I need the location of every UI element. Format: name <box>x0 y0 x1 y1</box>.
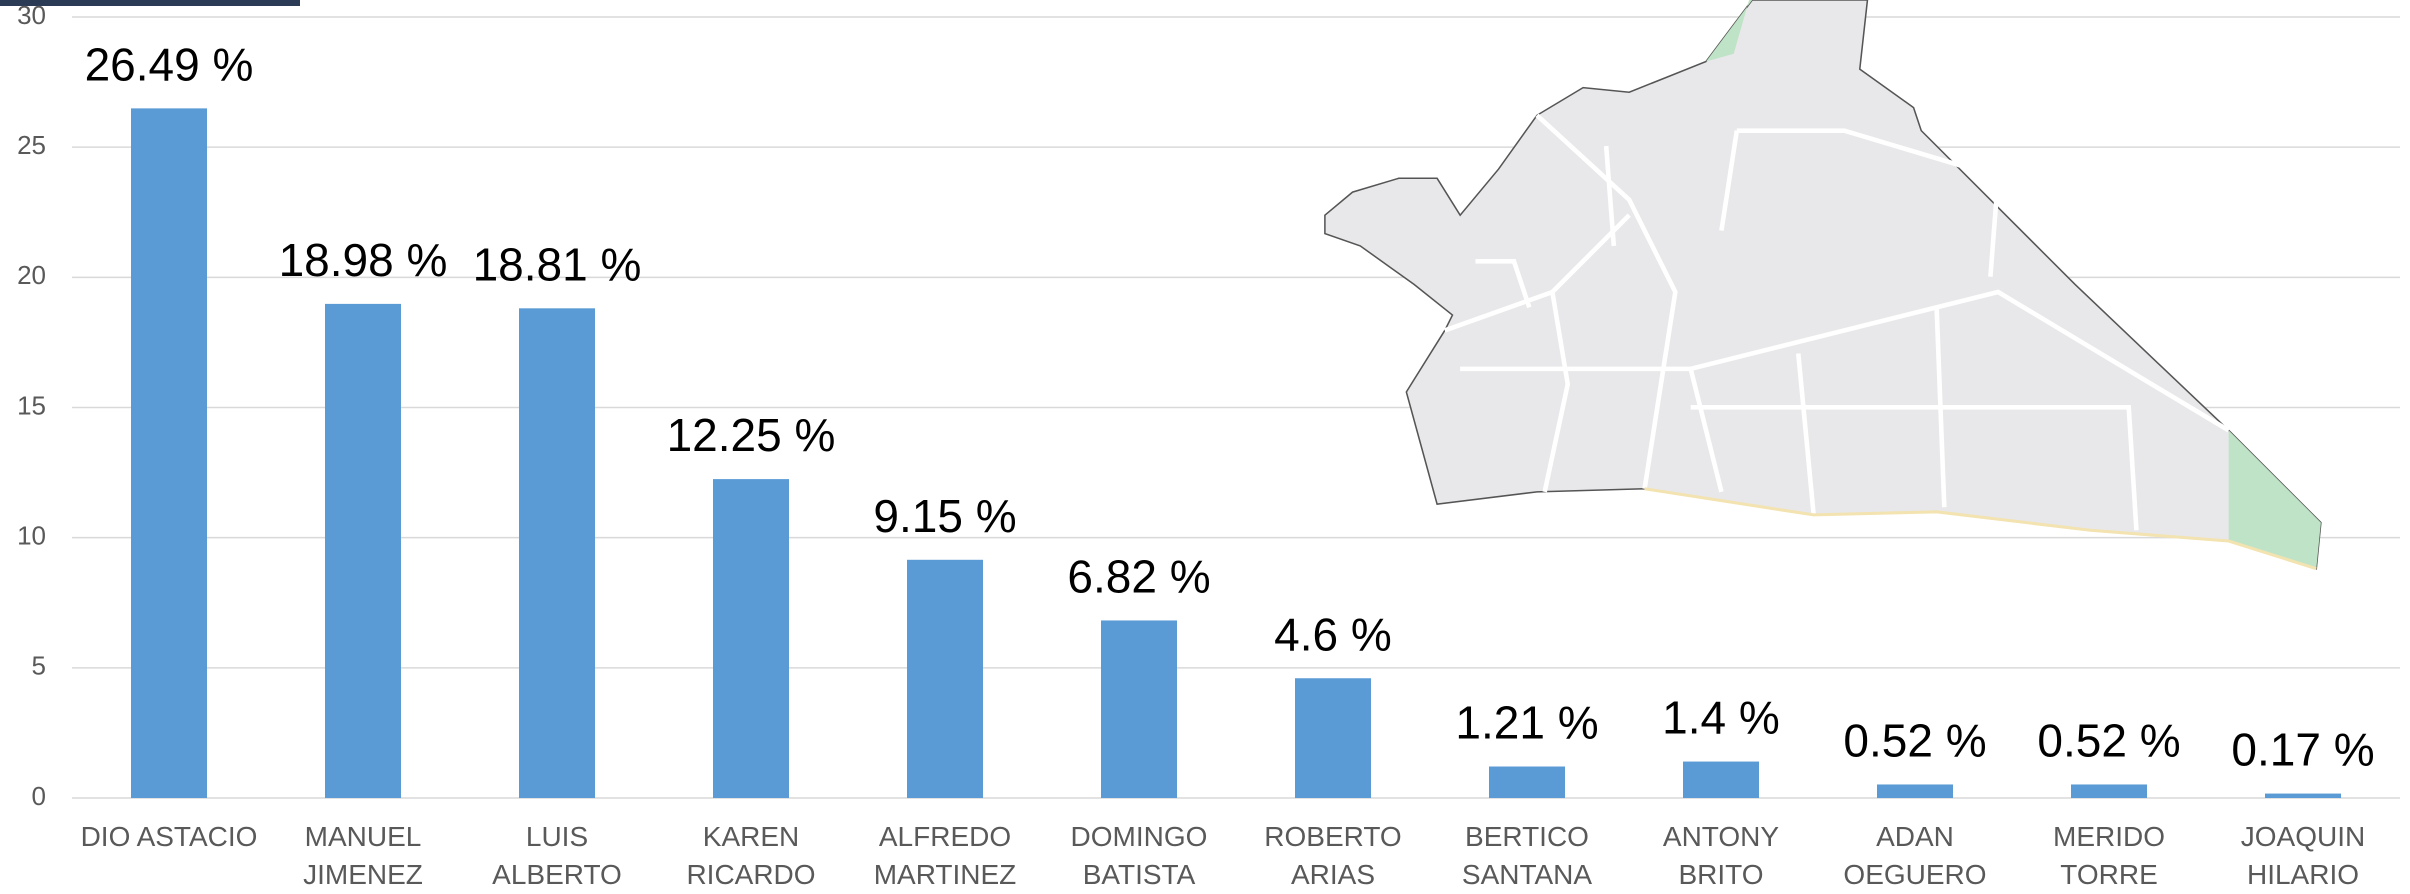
value-label: 1.4 % <box>1662 692 1780 744</box>
page: {"chart_data": {"type": "bar", "categori… <box>0 0 2410 892</box>
value-label: 1.21 % <box>1455 697 1598 749</box>
y-tick-label: 25 <box>17 130 46 160</box>
x-tick-label: ANTONY BRITO <box>1626 818 1816 894</box>
bar <box>519 308 595 798</box>
bar <box>2265 794 2341 798</box>
bar <box>907 560 983 798</box>
bar <box>1489 766 1565 798</box>
bar <box>1295 678 1371 798</box>
value-label: 9.15 % <box>873 490 1016 542</box>
bar <box>1683 762 1759 798</box>
bar <box>1101 620 1177 798</box>
value-label: 0.52 % <box>1843 715 1986 767</box>
bar <box>713 479 789 798</box>
bar <box>2071 784 2147 798</box>
x-tick-label: DIO ASTACIO <box>74 818 264 856</box>
y-tick-label: 15 <box>17 390 46 420</box>
bar <box>131 108 207 798</box>
x-tick-label: DOMINGO BATISTA <box>1044 818 1234 894</box>
x-tick-label: LUIS ALBERTO <box>462 818 652 894</box>
y-tick-label: 0 <box>32 781 46 811</box>
value-label: 12.25 % <box>667 409 836 461</box>
value-label: 0.52 % <box>2037 715 2180 767</box>
y-tick-label: 20 <box>17 260 46 290</box>
bar <box>325 304 401 798</box>
chart: 0 5 10 15 20 25 30 26.49 % 18.98 % 18.81 % 12.25 … <box>0 0 2410 892</box>
x-tick-label: MERIDO TORRE <box>2014 818 2204 894</box>
value-label: 26.49 % <box>85 39 254 91</box>
x-tick-label: ROBERTO ARIAS <box>1238 818 1428 894</box>
value-label: 18.98 % <box>279 234 448 286</box>
map <box>1325 0 2321 569</box>
value-label: 18.81 % <box>473 238 642 290</box>
value-label: 6.82 % <box>1067 551 1210 603</box>
value-label: 0.17 % <box>2231 724 2374 776</box>
value-label: 4.6 % <box>1274 608 1392 660</box>
x-tick-label: JOAQUIN HILARIO <box>2208 818 2398 894</box>
y-tick-label: 10 <box>17 521 46 551</box>
x-tick-label: KAREN RICARDO <box>656 818 846 894</box>
x-tick-label: BERTICO SANTANA <box>1432 818 1622 894</box>
x-tick-label: MANUEL JIMENEZ <box>268 818 458 894</box>
y-tick-label: 30 <box>17 0 46 30</box>
bar <box>1877 784 1953 798</box>
x-tick-label: ALFREDO MARTINEZ <box>850 818 1040 894</box>
x-tick-label: ADAN OEGUERO <box>1820 818 2010 894</box>
y-tick-label: 5 <box>32 651 46 681</box>
